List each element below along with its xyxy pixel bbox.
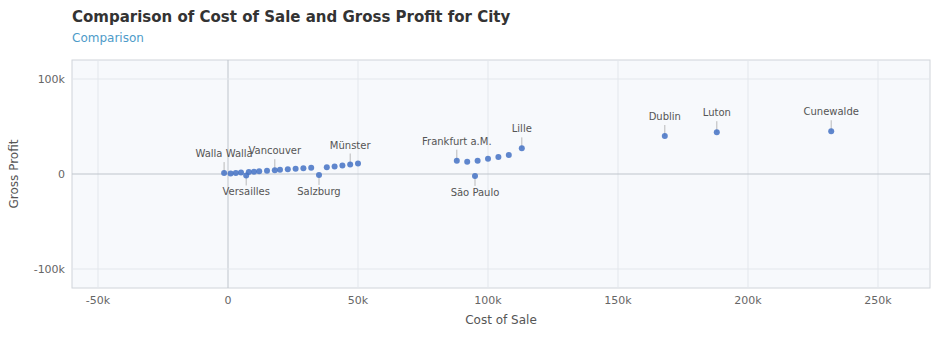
- annotation: Vancouver: [248, 145, 302, 156]
- leader-lines: [224, 120, 831, 186]
- point: [347, 162, 353, 168]
- point: [264, 168, 270, 174]
- point: [339, 162, 345, 168]
- point: [464, 159, 470, 165]
- point: [233, 170, 239, 176]
- point: [324, 164, 330, 170]
- y-axis-label: Gross Profit: [7, 139, 21, 208]
- annotation: Cunewalde: [803, 106, 858, 117]
- y-tick-label: 100k: [38, 73, 66, 86]
- x-tick-label: 0: [225, 294, 232, 307]
- x-tick-label: 200k: [734, 294, 762, 307]
- chart: Comparison of Cost of Sale and Gross Pro…: [0, 0, 952, 341]
- points: [221, 128, 834, 179]
- point: [316, 172, 322, 178]
- point: [495, 154, 501, 160]
- point: [475, 158, 481, 164]
- point: [506, 152, 512, 158]
- x-axis-label: Cost of Sale: [465, 313, 537, 327]
- point: [308, 165, 314, 171]
- annotation: Luton: [703, 107, 731, 118]
- y-tick-label: -100k: [34, 263, 66, 276]
- point: [332, 163, 338, 169]
- grid: [72, 60, 930, 288]
- title: Comparison of Cost of Sale and Gross Pro…: [72, 8, 511, 26]
- annotation: Salzburg: [297, 186, 340, 197]
- point: [355, 161, 361, 167]
- point: [828, 128, 834, 134]
- annotation: Frankfurt a.M.: [422, 136, 492, 147]
- x-tick-label: 50k: [348, 294, 369, 307]
- y-tick-label: 0: [58, 168, 65, 181]
- point: [251, 169, 257, 175]
- ticks: -50k 0 50k 100k 150k 200k 250k -100k 0 100k: [34, 73, 893, 307]
- annotation: São Paulo: [451, 187, 500, 198]
- annotation: Walla Walla: [195, 148, 252, 159]
- point: [256, 168, 262, 174]
- point: [277, 167, 283, 173]
- grid-line-y: [72, 79, 930, 80]
- point: [662, 133, 668, 139]
- point: [293, 166, 299, 172]
- x-tick-label: 150k: [604, 294, 632, 307]
- subtitle: Comparison: [72, 31, 144, 45]
- point: [243, 172, 249, 178]
- point: [285, 166, 291, 172]
- point: [300, 165, 306, 171]
- grid-line-y: [72, 269, 930, 270]
- annotations: Walla Walla Versailles Vancouver Salzburg Mü…: [195, 106, 858, 198]
- point: [714, 129, 720, 135]
- x-tick-label: -50k: [86, 294, 111, 307]
- point: [221, 170, 227, 176]
- point: [454, 158, 460, 164]
- point: [472, 173, 478, 179]
- point: [519, 145, 525, 151]
- annotation: Münster: [330, 140, 372, 151]
- point: [485, 156, 491, 162]
- plot-area: [72, 60, 930, 288]
- annotation: Versailles: [223, 186, 270, 197]
- annotation: Lille: [512, 123, 532, 134]
- x-tick-label: 100k: [474, 294, 502, 307]
- grid-line-y: [72, 174, 930, 175]
- point: [238, 170, 244, 176]
- point: [272, 167, 278, 173]
- point: [228, 171, 234, 177]
- annotation: Dublin: [649, 111, 681, 122]
- x-tick-label: 250k: [864, 294, 892, 307]
